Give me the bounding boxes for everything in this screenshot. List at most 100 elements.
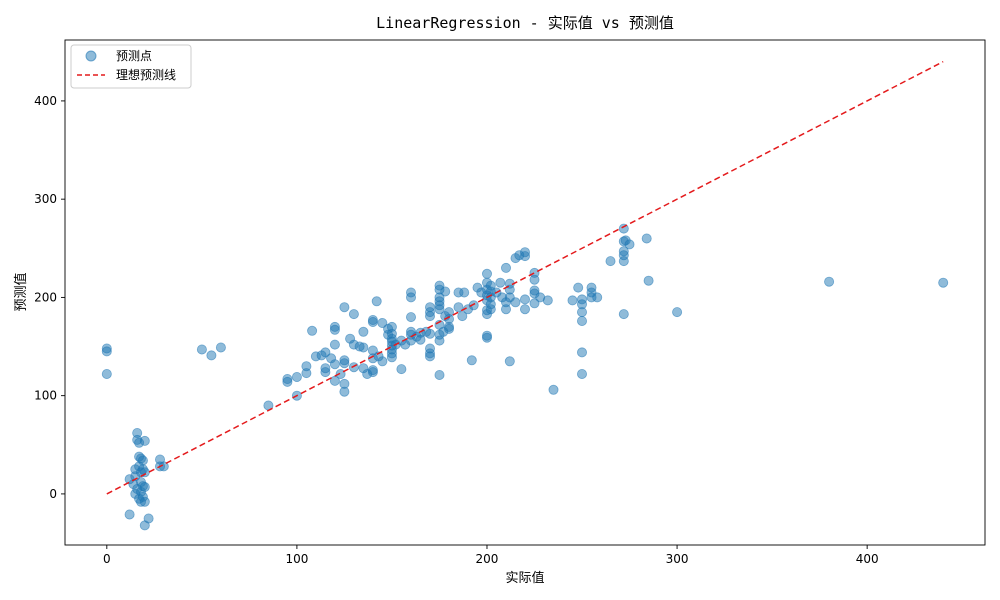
y-tick-label: 200 xyxy=(34,290,57,304)
x-tick-label: 100 xyxy=(285,552,308,566)
data-point xyxy=(481,268,492,279)
data-point xyxy=(139,496,150,507)
plot-area xyxy=(101,60,949,531)
legend-box xyxy=(70,44,192,89)
legend-marker-scatter xyxy=(85,50,97,62)
data-point xyxy=(371,296,382,307)
data-point xyxy=(824,276,835,287)
data-point xyxy=(466,355,477,366)
data-point xyxy=(643,275,654,286)
data-point xyxy=(434,369,445,380)
data-point xyxy=(282,373,293,384)
data-point xyxy=(485,304,496,315)
data-point xyxy=(367,367,378,378)
data-point xyxy=(459,287,470,298)
data-point xyxy=(415,334,426,345)
data-point xyxy=(618,309,629,320)
y-axis-label: 预测值 xyxy=(13,272,29,311)
data-point xyxy=(453,302,464,313)
data-point xyxy=(495,277,506,288)
y-axis: 0 100 200 300 400 xyxy=(34,94,65,501)
data-point xyxy=(124,509,135,520)
data-point xyxy=(206,350,217,361)
data-point xyxy=(307,325,318,336)
data-point xyxy=(139,481,150,492)
data-point xyxy=(320,367,331,378)
x-tick-label: 200 xyxy=(476,552,499,566)
data-point xyxy=(520,251,531,262)
ideal-prediction-line xyxy=(106,60,944,495)
data-point xyxy=(348,309,359,320)
data-point xyxy=(592,292,603,303)
data-point xyxy=(605,256,616,267)
data-point xyxy=(577,368,588,379)
data-point xyxy=(377,356,388,367)
data-point xyxy=(137,455,148,466)
data-point xyxy=(520,304,531,315)
data-point xyxy=(577,307,588,318)
data-point xyxy=(577,347,588,358)
data-point xyxy=(434,335,445,346)
data-point xyxy=(143,513,154,524)
data-point xyxy=(215,342,226,353)
data-point xyxy=(396,364,407,375)
data-point xyxy=(367,316,378,327)
data-point xyxy=(386,352,397,363)
data-point xyxy=(301,368,312,379)
data-point xyxy=(424,311,435,322)
data-point xyxy=(291,371,302,382)
y-tick-label: 0 xyxy=(49,487,57,501)
data-point xyxy=(329,339,340,350)
x-axis: 0 100 200 300 400 xyxy=(103,545,879,566)
data-point xyxy=(196,344,207,355)
data-point xyxy=(542,295,553,306)
data-point xyxy=(339,358,350,369)
data-point xyxy=(577,315,588,326)
data-point xyxy=(339,386,350,397)
data-point xyxy=(101,346,112,357)
y-tick-label: 300 xyxy=(34,192,57,206)
data-point xyxy=(405,292,416,303)
data-point xyxy=(358,342,369,353)
legend-label-scatter: 预测点 xyxy=(116,49,152,63)
data-point xyxy=(424,351,435,362)
legend: 预测点 理想预测线 xyxy=(70,44,192,89)
data-point xyxy=(329,324,340,335)
data-point xyxy=(573,282,584,293)
data-point xyxy=(434,304,445,315)
data-point xyxy=(424,328,435,339)
data-point xyxy=(500,304,511,315)
data-point xyxy=(624,239,635,250)
data-point xyxy=(329,359,340,370)
x-tick-label: 400 xyxy=(856,552,879,566)
data-point xyxy=(510,297,521,308)
data-point xyxy=(443,323,454,334)
data-point xyxy=(548,384,559,395)
x-tick-label: 300 xyxy=(666,552,689,566)
data-point xyxy=(618,256,629,267)
data-point xyxy=(440,286,451,297)
data-point xyxy=(101,368,112,379)
chart-title: LinearRegression - 实际值 vs 预测值 xyxy=(376,14,674,32)
data-point xyxy=(358,326,369,337)
data-point xyxy=(139,435,150,446)
data-point xyxy=(504,356,515,367)
x-axis-label: 实际值 xyxy=(505,570,544,586)
x-tick-label: 0 xyxy=(103,552,111,566)
data-point xyxy=(672,307,683,318)
data-point xyxy=(938,277,949,288)
data-point xyxy=(468,300,479,311)
data-point xyxy=(457,311,468,322)
data-point xyxy=(348,362,359,373)
legend-label-line: 理想预测线 xyxy=(116,67,176,82)
data-point xyxy=(641,233,652,244)
data-point xyxy=(339,302,350,313)
data-point xyxy=(335,368,346,379)
data-point xyxy=(405,312,416,323)
data-point xyxy=(529,274,540,285)
y-tick-label: 100 xyxy=(34,389,57,403)
axes-frame xyxy=(64,39,986,546)
data-point xyxy=(481,332,492,343)
data-point xyxy=(567,295,578,306)
